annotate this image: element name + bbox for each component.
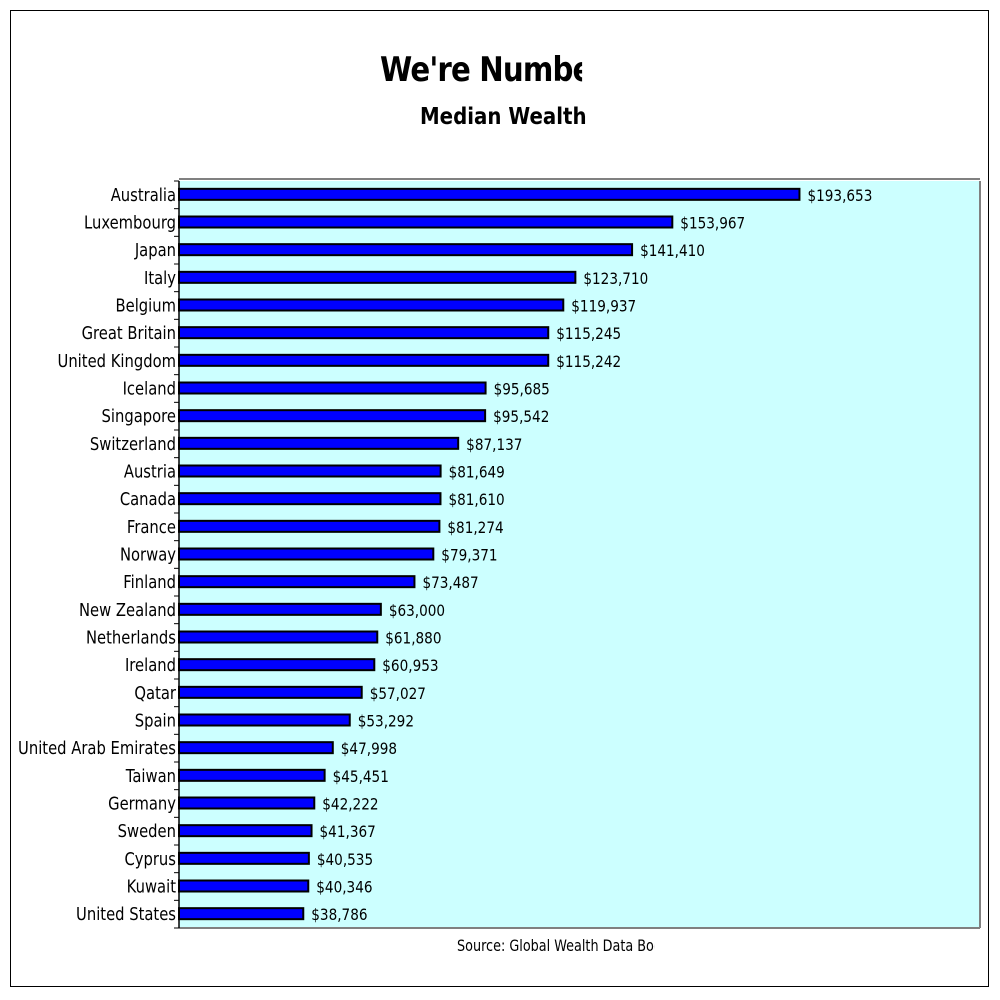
bar	[178, 685, 363, 699]
category-label: United Kingdom	[58, 351, 176, 372]
category-label: Germany	[108, 794, 176, 815]
category-label: Belgium	[115, 296, 176, 317]
category-label: Japan	[134, 240, 176, 261]
data-label: $115,245	[556, 324, 621, 343]
bar	[178, 187, 801, 201]
data-label: $63,000	[389, 601, 445, 620]
category-label: Austria	[124, 462, 176, 483]
bar	[178, 381, 487, 395]
category-label: Canada	[120, 489, 176, 510]
data-label: $115,242	[556, 352, 621, 371]
category-label: Italy	[144, 268, 176, 289]
category-label: Luxembourg	[84, 213, 176, 234]
category-label: France	[127, 517, 176, 538]
category-label: Taiwan	[125, 766, 176, 787]
data-label: $42,222	[322, 795, 378, 814]
category-label: Ireland	[125, 655, 176, 676]
category-label: Cyprus	[124, 849, 176, 870]
category-label: Norway	[120, 545, 176, 566]
chart-subtitle: Median Wealth 201	[420, 104, 587, 130]
data-label: $119,937	[571, 297, 636, 316]
category-label: New Zealand	[79, 600, 176, 621]
bar	[178, 270, 577, 284]
bar	[178, 353, 550, 367]
bar	[178, 824, 313, 838]
bar	[178, 326, 550, 340]
data-label: $41,367	[320, 822, 376, 841]
category-label: Iceland	[123, 379, 176, 400]
category-label: Netherlands	[86, 628, 176, 649]
bar	[178, 575, 416, 589]
category-label: Qatar	[134, 683, 176, 704]
data-label: $57,027	[370, 684, 426, 703]
data-label: $123,710	[583, 269, 648, 288]
bar	[178, 796, 316, 810]
bar	[178, 547, 435, 561]
category-label: Australia	[111, 185, 176, 206]
data-label: $81,610	[448, 490, 504, 509]
category-label: Great Britain	[82, 323, 176, 344]
category-label: Switzerland	[90, 434, 176, 455]
data-label: $81,274	[447, 518, 503, 537]
data-label: $81,649	[449, 463, 505, 482]
category-label: United States	[76, 904, 176, 925]
data-label: $95,542	[493, 407, 549, 426]
data-label: $193,653	[807, 186, 872, 205]
bar	[178, 741, 334, 755]
data-label: $73,487	[422, 573, 478, 592]
data-label: $60,953	[382, 656, 438, 675]
bar	[178, 436, 460, 450]
bar	[178, 464, 442, 478]
bar	[178, 602, 382, 616]
bar	[178, 907, 305, 921]
chart-frame	[10, 10, 989, 987]
bar	[178, 243, 634, 257]
bar	[178, 851, 310, 865]
category-label: Sweden	[118, 821, 176, 842]
bar	[178, 519, 441, 533]
bar	[178, 713, 351, 727]
bar	[178, 409, 487, 423]
data-label: $53,292	[358, 712, 414, 731]
data-label: $40,535	[317, 850, 373, 869]
bar	[178, 768, 326, 782]
data-label: $95,685	[494, 380, 550, 399]
data-label: $45,451	[333, 767, 389, 786]
chart-title: We're Number 2	[380, 50, 582, 90]
data-label: $61,880	[385, 629, 441, 648]
bar	[178, 630, 379, 644]
bar	[178, 658, 376, 672]
data-label: $141,410	[640, 241, 705, 260]
data-label: $79,371	[441, 546, 497, 565]
category-label: United Arab Emirates	[18, 738, 176, 759]
bar	[178, 492, 442, 506]
category-label: Finland	[123, 572, 176, 593]
bar	[178, 879, 310, 893]
data-label: $40,346	[316, 878, 372, 897]
data-label: $38,786	[311, 905, 367, 924]
data-label: $153,967	[680, 214, 745, 233]
category-label: Kuwait	[127, 877, 176, 898]
category-label: Singapore	[102, 406, 176, 427]
category-label: Spain	[135, 711, 176, 732]
data-label: $47,998	[341, 739, 397, 758]
bar	[178, 215, 674, 229]
data-label: $87,137	[466, 435, 522, 454]
chart-source: Source: Global Wealth Data Book, 20	[457, 936, 655, 955]
bar	[178, 298, 565, 312]
